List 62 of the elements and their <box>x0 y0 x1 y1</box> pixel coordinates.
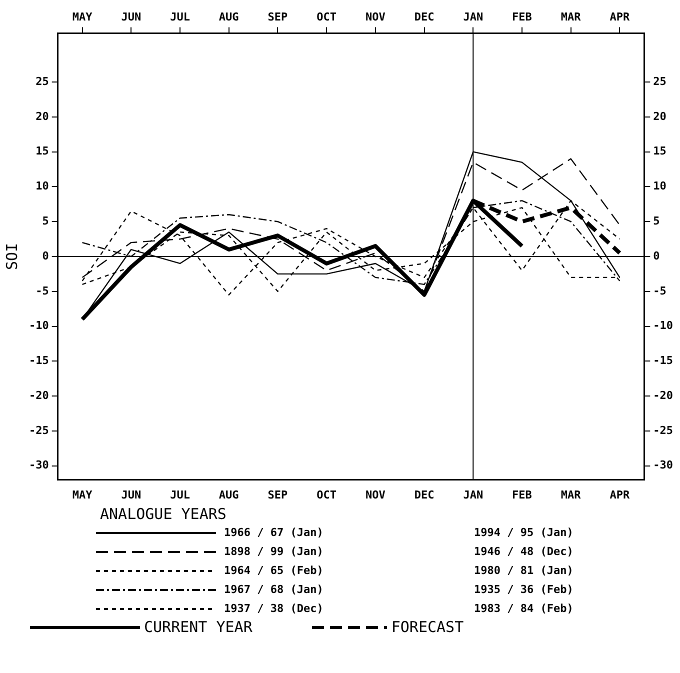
y2-tick-label: 0 <box>653 249 660 262</box>
y2-tick-label: -15 <box>653 354 674 368</box>
category-label: FEB <box>512 10 532 24</box>
x-tick-label: SEP <box>268 488 288 502</box>
category-label: MAR <box>560 10 581 24</box>
text: 1935 / 36 (Feb) <box>474 583 574 596</box>
legend-label: FORECAST <box>391 618 464 636</box>
y-tick-label: -30 <box>28 458 49 472</box>
legend-label: 1967 / 68 (Jan) <box>224 583 324 596</box>
x-tick-label: NOV <box>365 488 386 502</box>
y2-tick-label: -20 <box>653 388 674 402</box>
y-tick-label: -20 <box>28 388 49 402</box>
y2-tick-label: 20 <box>653 110 666 123</box>
y2-tick-label: -25 <box>653 424 674 437</box>
category-label: SEP <box>268 10 288 24</box>
y-tick-label: 20 <box>36 110 49 123</box>
legend-label: CURRENT YEAR <box>144 618 252 636</box>
category-label: AUG <box>218 10 239 24</box>
legend-label: 1966 / 67 (Jan) <box>224 526 324 539</box>
x-tick-label: FEB <box>512 488 532 502</box>
legend-title: ANALOGUE YEARS <box>100 505 228 523</box>
y-tick-label: 25 <box>36 74 49 88</box>
y-tick-label: 5 <box>42 214 49 228</box>
legend-label: 1898 / 99 (Jan) <box>224 545 324 558</box>
category-label: APR <box>610 10 630 24</box>
category-label: MAY <box>72 10 92 24</box>
text: 1983 / 84 (Feb) <box>474 602 574 615</box>
text: 1946 / 48 (Dec) <box>474 545 574 558</box>
x-tick-label: JAN <box>463 488 484 502</box>
text: 1994 / 95 (Jan) <box>474 526 574 539</box>
y2-tick-label: 10 <box>653 180 666 193</box>
legend-label: 1964 / 65 (Feb) <box>224 564 324 577</box>
x-tick-label: APR <box>610 488 630 502</box>
category-label: OCT <box>316 10 337 24</box>
y2-tick-label: -10 <box>653 319 674 332</box>
x-tick-label: JUN <box>121 488 142 502</box>
y-tick-label: 0 <box>42 249 49 262</box>
x-tick-label: OCT <box>316 488 337 502</box>
x-tick-label: AUG <box>218 488 240 502</box>
y-tick-label: -5 <box>36 284 49 298</box>
text: 1980 / 81 (Jan) <box>474 564 574 577</box>
x-tick-label: MAY <box>72 488 93 502</box>
y-tick-label: 15 <box>36 144 49 158</box>
y2-tick-label: 25 <box>653 74 666 88</box>
category-label: NOV <box>365 10 386 24</box>
category-label: JUL <box>170 10 190 24</box>
x-tick-label: JUL <box>170 488 190 502</box>
y2-tick-label: 15 <box>653 144 666 158</box>
legend-label: 1937 / 38 (Dec) <box>224 602 324 615</box>
y-tick-label: -15 <box>28 354 49 368</box>
y-tick-label: 10 <box>36 180 49 193</box>
x-tick-label: DEC <box>414 488 434 502</box>
y2-tick-label: -5 <box>653 284 666 298</box>
y-tick-label: -25 <box>28 424 49 437</box>
category-label: DEC <box>414 10 434 24</box>
category-label: JUN <box>121 10 142 24</box>
x-tick-label: MAR <box>560 488 582 502</box>
y-axis-title: SOI <box>2 242 21 270</box>
text: JAN <box>463 10 484 24</box>
y2-tick-label: -30 <box>653 458 674 472</box>
y-tick-label: -10 <box>28 319 49 332</box>
y2-tick-label: 5 <box>653 214 660 228</box>
